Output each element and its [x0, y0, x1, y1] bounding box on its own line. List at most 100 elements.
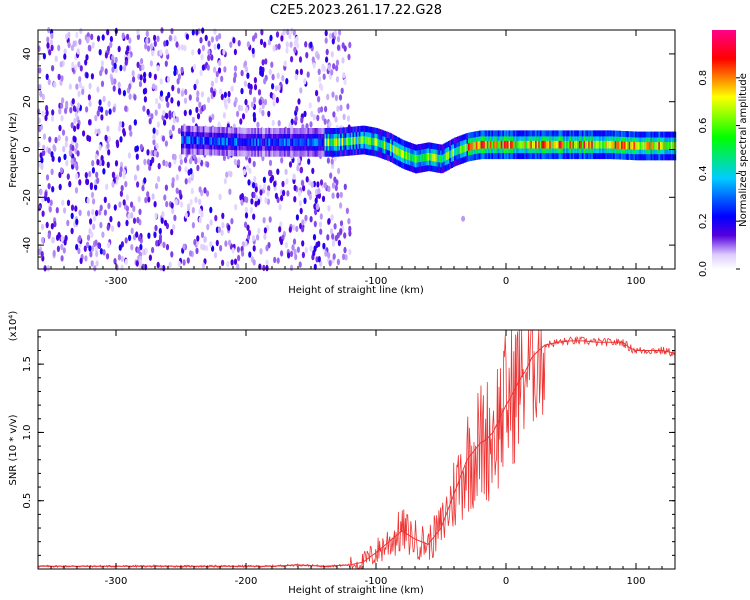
spectrogram-cell	[78, 235, 82, 242]
spectrogram-ridge-cell	[190, 136, 193, 145]
spectrogram-cell	[85, 106, 89, 113]
spectrogram-cell	[347, 53, 351, 61]
spectrogram-cell	[301, 251, 305, 259]
spectrogram-cell	[91, 42, 95, 49]
spectrogram-cell	[176, 78, 180, 85]
spectrogram-ridge-cell	[422, 153, 425, 162]
spectrogram-cell	[152, 139, 156, 146]
spectrogram-cell	[209, 219, 213, 226]
spectrogram-cell	[148, 254, 152, 261]
spectrogram-cell	[254, 186, 258, 193]
spectrogram-ridge-cell	[592, 140, 595, 149]
spectrogram-cell	[153, 231, 157, 238]
spectrogram-cell	[278, 204, 282, 211]
spectrogram-ridge-cell	[249, 138, 252, 147]
spectrogram-cell	[44, 191, 48, 198]
spectrogram-cell	[94, 114, 98, 122]
spectrogram-cell	[288, 32, 292, 40]
spectrogram-ridge-cell	[508, 140, 511, 149]
spectrogram-cell	[105, 183, 109, 190]
spectrogram-cell	[98, 49, 102, 56]
spectrogram-cell	[227, 97, 231, 104]
spectrogram-cell	[60, 243, 64, 251]
spectrogram-ridge-cell	[471, 142, 474, 151]
spectrogram-cell	[310, 110, 314, 118]
spectrogram-ridge-cell	[663, 142, 666, 150]
spectrogram-cell	[221, 212, 225, 219]
spectrogram-cell	[122, 65, 127, 72]
spectrogram-cell	[41, 237, 45, 244]
spectrogram-cell	[293, 46, 297, 53]
spectrogram-cell	[253, 83, 258, 91]
spectrogram-cell	[250, 198, 254, 205]
spectrogram-cell	[323, 118, 327, 125]
spectrogram-cell	[312, 62, 316, 69]
spectrogram-cell	[140, 58, 144, 65]
spectrogram-ridge-cell	[611, 141, 614, 149]
spectrogram-cell	[69, 107, 73, 114]
spectrogram-cell	[160, 217, 164, 224]
spectrogram-ridge-cell	[252, 138, 255, 147]
spectrogram-cell	[325, 48, 329, 56]
spectrogram-cell	[208, 116, 212, 123]
spectrogram-cell	[301, 219, 305, 226]
spectrogram-cell	[106, 125, 110, 132]
spectrogram-ridge-cell	[421, 154, 424, 162]
spectrogram-cell	[128, 83, 132, 90]
spectrogram-cell	[255, 194, 259, 202]
spectrogram-ridge-cell	[215, 137, 218, 145]
spectrogram-cell	[61, 97, 65, 104]
spectrogram-ridge-cell	[628, 141, 631, 150]
spectrogram-cell	[168, 161, 172, 169]
spectrogram-ridge-cell	[411, 154, 415, 162]
x-tick-label: -100	[365, 576, 388, 587]
spectrogram-cell	[166, 101, 170, 108]
spectrogram-ridge-cell	[310, 138, 313, 147]
spectrogram-ridge-cell	[260, 138, 263, 147]
spectrogram-cell	[191, 207, 195, 214]
spectrogram-ridge-cell	[586, 140, 589, 149]
spectrogram-cell	[337, 167, 341, 175]
spectrogram-cell	[265, 244, 269, 252]
spectrogram-ridge-cell	[330, 138, 333, 147]
spectrogram-cell	[74, 111, 78, 118]
spectrogram-cell	[88, 100, 92, 107]
spectrogram-cell	[86, 197, 90, 204]
spectrogram-cell	[124, 180, 128, 188]
spectrogram-ridge-cell	[399, 149, 402, 157]
spectrogram-ridge-cell	[620, 141, 624, 149]
spectrogram-cell	[282, 189, 286, 197]
spectrogram-cell	[210, 36, 214, 43]
spectrogram-ridge-cell	[627, 141, 630, 150]
spectrogram-cell	[218, 33, 222, 40]
spectrogram-ridge-cell	[528, 140, 532, 149]
colorbar-ticks: 0.0 0.2 0.4 0.6 0.8	[698, 70, 740, 277]
spectrogram-cell	[37, 248, 42, 256]
spectrogram-cell	[185, 33, 189, 40]
spectrogram-cell	[331, 182, 335, 189]
spectrogram-cell	[38, 84, 42, 91]
spectrogram-cell	[151, 49, 155, 57]
spectrogram-cell	[265, 259, 269, 266]
spectrogram-cell	[333, 155, 337, 162]
spectrogram-cell	[165, 48, 169, 56]
spectrogram-cell	[85, 72, 89, 79]
spectrogram-cell	[342, 113, 346, 121]
spectrogram-cell	[41, 93, 45, 101]
spectrogram-cell	[75, 31, 79, 39]
spectrogram-cell	[128, 124, 132, 132]
spectrogram-cell	[139, 243, 143, 251]
spectrogram-cell	[65, 135, 69, 143]
spectrogram-cell	[58, 183, 62, 191]
spectrogram-ridge-cell	[460, 145, 463, 154]
spectrogram-cell	[274, 192, 278, 200]
spectrogram-cell	[284, 241, 288, 249]
y-tick-label: -20	[22, 189, 33, 205]
spectrogram-ridge-cell	[493, 140, 496, 149]
spectrogram-cell	[218, 193, 222, 200]
spectrogram-cell	[107, 202, 111, 210]
spectrogram-cell	[146, 149, 150, 156]
spectrogram-cell	[289, 264, 294, 272]
spectrogram-ridge-cell	[552, 140, 555, 149]
